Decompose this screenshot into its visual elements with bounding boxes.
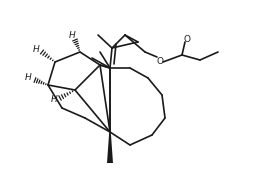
Polygon shape [107,132,113,163]
Text: O: O [156,57,164,67]
Text: H: H [69,32,75,41]
Text: H: H [25,74,31,82]
Text: H: H [33,46,39,54]
Text: O: O [184,35,190,44]
Text: H: H [51,96,57,104]
